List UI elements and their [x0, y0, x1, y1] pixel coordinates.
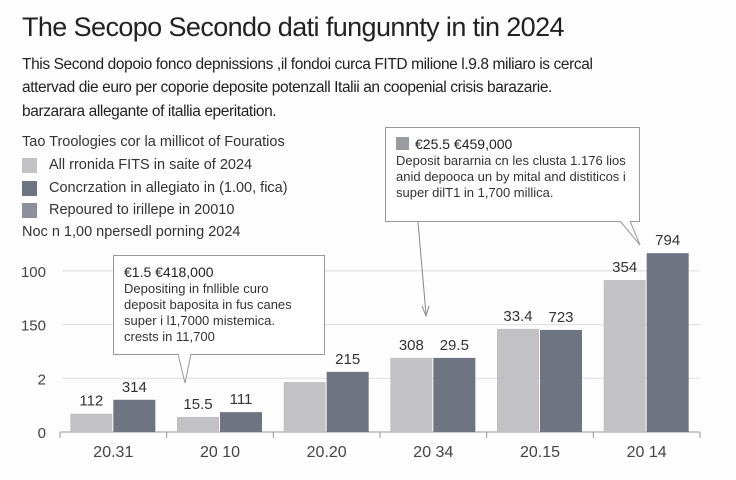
y-tick-label: 2 [38, 371, 46, 388]
data-label: 29.5 [440, 337, 469, 354]
y-tick-label: 150 [21, 318, 46, 335]
callout-left: €1.5 €418,000 Depositing in fnllible cur… [113, 255, 325, 355]
callout-line: anid depooca un by mital and distiticos … [396, 169, 626, 184]
bar [177, 416, 219, 432]
legend-swatch [22, 180, 37, 196]
callout-line: Depositing in fnllible curo [124, 281, 269, 296]
callout-swatch [396, 137, 409, 150]
legend-label: Concrzation in allegiato in (1.00, fica) [49, 180, 288, 196]
legend-swatch [22, 157, 37, 173]
data-label: 111 [230, 391, 253, 408]
data-label: 33.4 [503, 308, 532, 325]
y-tick-label: 100 [21, 264, 46, 281]
data-label: 112 [79, 393, 103, 410]
data-label: 794 [655, 232, 680, 249]
bar [70, 413, 113, 432]
x-tick-label: 20 34 [413, 444, 453, 461]
bar [540, 329, 582, 432]
x-tick-label: 20 14 [627, 444, 667, 461]
data-label: 308 [399, 337, 424, 354]
callout-line: deposit baposita in fus canes [124, 297, 292, 312]
legend-header: Tao Troologies cor la millicot of Fourat… [22, 134, 285, 150]
bar [603, 280, 646, 432]
callout-line: Deposit bararnia cn les clusta 1.176 lio… [396, 153, 626, 168]
x-tick-label: 20.20 [307, 444, 347, 461]
y-tick-label: 0 [38, 425, 46, 442]
bar [390, 357, 433, 432]
callout-line: super i l1,7000 mistemica. [124, 313, 276, 328]
data-label: 354 [612, 259, 637, 276]
legend-item: All rronida FITS in saite of 2024 [10, 157, 252, 173]
x-tick-label: 20 10 [200, 444, 240, 461]
data-label: 723 [548, 309, 573, 326]
callout-right: €25.5 €459,000 Deposit bararnia cn les c… [385, 127, 640, 222]
bar [497, 328, 539, 432]
bar [326, 371, 369, 432]
legend-label: All rronida FITS in saite of 2024 [49, 157, 253, 173]
subtitle-line: This Second dopoio fonco depnissions ,il… [22, 56, 593, 73]
bar [646, 253, 689, 432]
callout-line: crests in 11,700 [124, 329, 215, 344]
subtitle-line: attervad die euro per coporie deposite p… [22, 79, 552, 96]
x-tick-label: 20.31 [93, 444, 133, 461]
legend-item: Concrzation in allegiato in (1.00, fica) [10, 180, 288, 196]
callout-heading: €25.5 €459,000 [415, 136, 513, 152]
legend-label: Repoured to irillepe in 20010 [49, 202, 235, 218]
bar [433, 357, 476, 432]
legend-footer: Noc n 1,00 npersedl porning 2024 [22, 224, 241, 240]
bar [220, 412, 262, 432]
bar [283, 382, 326, 432]
data-label: 215 [335, 351, 360, 368]
legend-swatch [22, 202, 37, 218]
subtitle-line: barzarara allegante of itallia eperitati… [22, 103, 277, 120]
legend-item: Repoured to irillepe in 20010 [10, 202, 234, 218]
data-label: 314 [122, 379, 147, 396]
callout-line: super dilT1 in 1,700 millica. [396, 185, 554, 200]
data-label: 15.5 [183, 396, 212, 413]
chart-title: The Secopo Secondo dati fungunnty in tin… [22, 12, 565, 42]
x-tick-label: 20.15 [520, 444, 560, 461]
callout-heading: €1.5 €418,000 [124, 264, 214, 280]
bar [113, 399, 156, 432]
